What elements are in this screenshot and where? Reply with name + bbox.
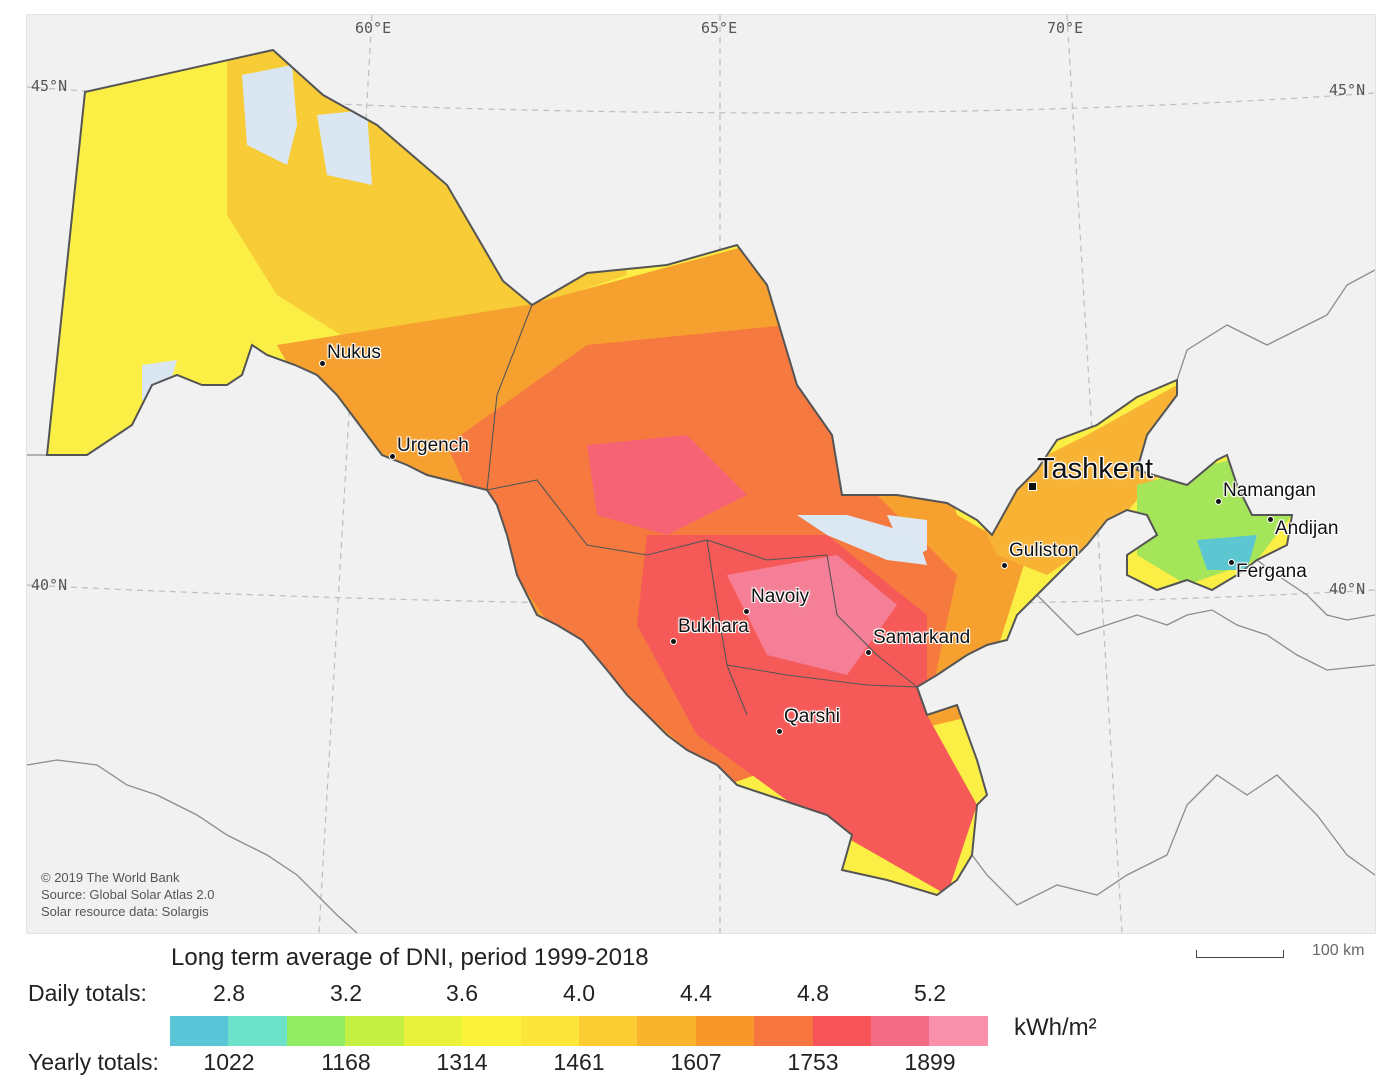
city-marker [1001,562,1008,569]
daily-tick: 4.4 [680,980,712,1006]
city-name: Fergana [1236,561,1307,582]
color-swatch [754,1016,813,1046]
yearly-tick: 1753 [787,1049,839,1075]
map-credits: © 2019 The World Bank Source: Global Sol… [41,869,214,920]
yearly-tick: 1168 [321,1049,371,1075]
city-marker [389,453,396,460]
credit-line: Solar resource data: Solargis [41,904,209,919]
city-name: Urgench [397,435,469,456]
daily-tick: 2.8 [213,980,245,1006]
color-swatch [403,1016,463,1046]
color-swatch [578,1016,638,1046]
scale-bar: 100 km [1196,942,1376,972]
map-canvas [27,15,1375,933]
color-scale-bar [170,1016,988,1046]
yearly-tick: 1607 [670,1049,722,1075]
longitude-label-65: 65°E [701,19,738,37]
capital-marker [1028,482,1037,491]
city-name: Tashkent [1037,453,1154,485]
city-marker [865,649,872,656]
latitude-label-45-right: 45°N [1329,81,1366,99]
daily-tick: 4.8 [797,980,829,1006]
city-marker [1267,516,1274,523]
color-swatch [228,1016,287,1046]
color-swatch [345,1016,404,1046]
color-swatch [286,1016,346,1046]
color-swatch [929,1016,988,1046]
longitude-label-70: 70°E [1047,19,1084,37]
daily-totals-label: Daily totals: [28,980,147,1006]
yearly-tick: 1022 [203,1049,255,1075]
city-name: Bukhara [678,616,749,637]
longitude-label-60: 60°E [355,19,392,37]
color-swatch [871,1016,930,1046]
daily-tick: 5.2 [914,980,946,1006]
city-marker [1215,498,1222,505]
daily-tick: 3.2 [330,980,362,1006]
credit-line: © 2019 The World Bank [41,870,180,885]
scale-bar-line [1196,950,1284,958]
city-name: Navoiy [751,586,810,607]
color-swatch [520,1016,579,1046]
city-marker [670,638,677,645]
city-marker [776,728,783,735]
city-marker [1228,559,1235,566]
yearly-tick: 1314 [436,1049,488,1075]
city-name: Nukus [327,342,381,363]
credit-line: Source: Global Solar Atlas 2.0 [41,887,215,902]
legend-unit: kWh/m² [1014,1014,1097,1041]
color-swatch [170,1016,229,1046]
yearly-totals-label: Yearly totals: [28,1049,159,1075]
color-swatch [695,1016,755,1046]
map-frame[interactable]: 60°E 65°E 70°E 45°N 45°N 40°N 40°N Nukus… [26,14,1376,934]
city-name: Namangan [1223,480,1316,501]
color-swatch [637,1016,696,1046]
color-swatch [812,1016,872,1046]
yearly-tick: 1899 [904,1049,956,1075]
latitude-label-40-right: 40°N [1329,580,1366,598]
yearly-tick: 1461 [553,1049,605,1075]
scale-bar-label: 100 km [1312,942,1365,959]
latitude-label-45-left: 45°N [31,77,68,95]
city-name: Guliston [1009,540,1079,561]
daily-tick: 4.0 [563,980,595,1006]
latitude-label-40-left: 40°N [31,576,68,594]
daily-tick: 3.6 [446,980,478,1006]
city-name: Samarkand [873,627,971,648]
city-marker [743,608,750,615]
city-name: Qarshi [784,706,840,727]
legend-title: Long term average of DNI, period 1999-20… [171,944,649,971]
color-swatch [462,1016,521,1046]
city-name: Andijan [1275,518,1339,539]
city-marker [319,360,326,367]
